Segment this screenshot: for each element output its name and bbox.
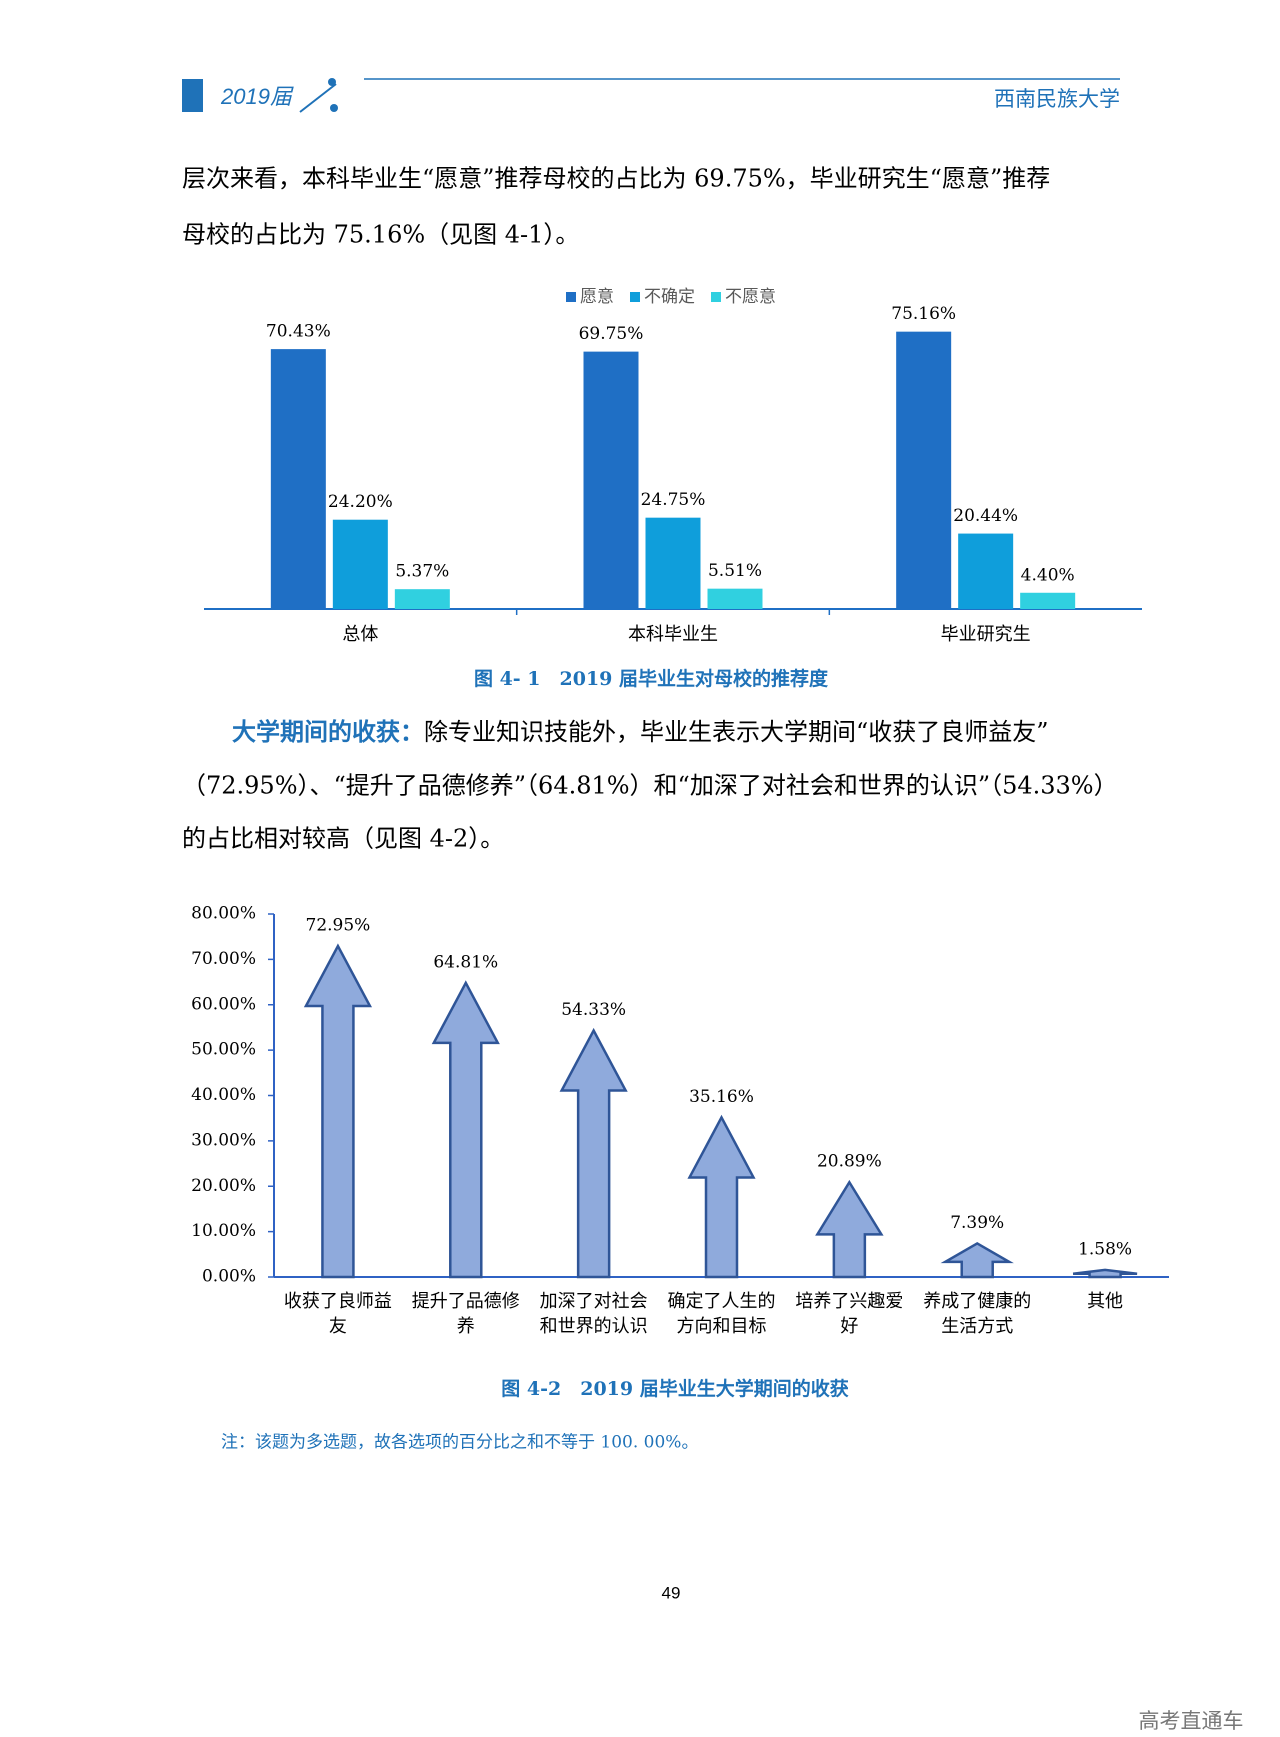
bar <box>896 331 952 609</box>
figure-caption: 图 4- 1 2019 届毕业生对母校的推荐度 <box>474 667 829 690</box>
x-tick-label: 本科毕业生 <box>628 624 718 645</box>
legend-label: 不愿意 <box>725 287 776 307</box>
y-tick-label: 0.00% <box>202 1267 256 1287</box>
header-dot <box>328 78 336 86</box>
legend-swatch <box>630 292 640 302</box>
x-tick-label: 收获了良师益友 <box>283 1291 392 1337</box>
paragraph-text: 除专业知识技能外，毕业生表示大学期间“收获了良师益友” <box>424 718 1049 746</box>
watermark: 高考直通车 <box>1139 1709 1244 1733</box>
y-tick-label: 30.00% <box>191 1130 256 1150</box>
legend-label: 愿意 <box>580 287 614 307</box>
value-label: 24.20% <box>328 492 393 512</box>
bar <box>645 517 701 609</box>
header-school: 西南民族大学 <box>994 87 1120 111</box>
value-label: 1.58% <box>1078 1239 1132 1259</box>
y-tick-label: 50.00% <box>191 1040 256 1060</box>
bar <box>583 351 639 609</box>
paragraph-line: 层次来看，本科毕业生“愿意”推荐母校的占比为 69.75%，毕业研究生“愿意”推… <box>182 165 1050 193</box>
y-tick-label: 20.00% <box>191 1176 256 1196</box>
value-label: 70.43% <box>266 322 331 342</box>
x-tick-label: 加深了对社会和世界的认识 <box>539 1291 648 1337</box>
arrow <box>815 1179 884 1279</box>
paragraph-line: 大学期间的收获：除专业知识技能外，毕业生表示大学期间“收获了良师益友” <box>232 717 1049 746</box>
y-tick-label: 10.00% <box>191 1221 256 1241</box>
arrow <box>431 980 500 1279</box>
y-tick-label: 80.00% <box>191 904 256 924</box>
value-label: 5.51% <box>708 561 762 581</box>
bar <box>707 588 763 609</box>
value-label: 54.33% <box>561 1000 626 1020</box>
arrow <box>1072 1268 1138 1279</box>
x-tick-label: 其他 <box>1087 1291 1124 1312</box>
page-number: 49 <box>662 1583 681 1602</box>
figure-caption: 图 4-2 2019 届毕业生大学期间的收获 <box>501 1377 848 1400</box>
value-label: 4.40% <box>1021 565 1075 585</box>
value-label: 35.16% <box>689 1087 754 1107</box>
header-dot <box>330 104 338 112</box>
header-slash <box>299 83 337 113</box>
paragraph-line: 的占比相对较高（见图 4-2）。 <box>182 825 504 853</box>
paragraph-line: （72.95%）、“提升了品德修养”（64.81%）和“加深了对社会和世界的认识… <box>182 772 1118 800</box>
y-tick-label: 40.00% <box>191 1085 256 1105</box>
x-tick-label: 毕业研究生 <box>941 624 1031 645</box>
x-tick-label: 总体 <box>342 624 378 645</box>
value-label: 64.81% <box>433 952 498 972</box>
value-label: 69.75% <box>579 324 644 344</box>
x-tick-label: 培养了兴趣爱好 <box>795 1291 904 1337</box>
bar <box>1020 592 1076 609</box>
bar <box>332 519 388 609</box>
legend-swatch <box>566 292 576 302</box>
y-tick-label: 60.00% <box>191 994 256 1014</box>
x-tick-label: 确定了人生的方向和目标 <box>667 1291 776 1337</box>
x-tick-label: 提升了品德修养 <box>411 1291 520 1337</box>
arrow <box>303 943 373 1279</box>
value-label: 5.37% <box>395 562 449 582</box>
note: 注：该题为多选题，故各选项的百分比之和不等于 100. 00%。 <box>221 1433 698 1453</box>
legend-swatch <box>711 292 721 302</box>
value-label: 7.39% <box>950 1213 1004 1233</box>
value-label: 72.95% <box>306 915 371 935</box>
arrow <box>940 1242 1014 1279</box>
value-label: 24.75% <box>641 490 706 510</box>
value-label: 20.44% <box>953 506 1018 526</box>
value-label: 75.16% <box>891 304 956 324</box>
value-label: 20.89% <box>817 1152 882 1172</box>
header-edition: 2019届 <box>220 84 294 109</box>
arrow <box>559 1027 628 1279</box>
bar <box>394 589 450 609</box>
paragraph-lead: 大学期间的收获： <box>232 717 424 746</box>
paragraph-line: 母校的占比为 75.16%（见图 4-1）。 <box>182 221 579 249</box>
header-bar <box>182 79 203 112</box>
arrow <box>687 1114 756 1279</box>
x-tick-label: 养成了健康的生活方式 <box>923 1291 1032 1337</box>
bar <box>958 533 1014 609</box>
legend-label: 不确定 <box>644 287 695 307</box>
bar <box>270 349 326 609</box>
y-tick-label: 70.00% <box>191 949 256 969</box>
